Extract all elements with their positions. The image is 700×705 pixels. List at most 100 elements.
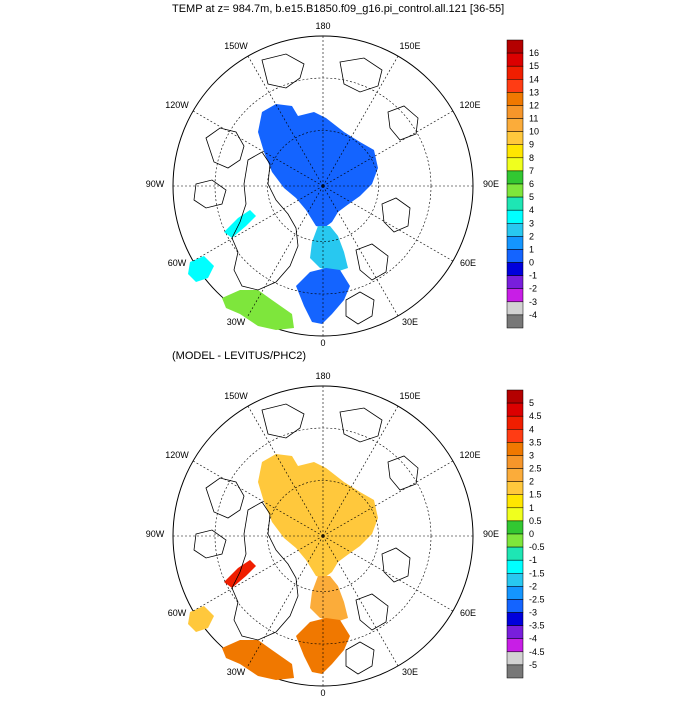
colorbar-level-label: -1 <box>529 555 537 565</box>
meridian-line-3 <box>322 110 454 187</box>
colorbar-level-label: 13 <box>529 87 539 97</box>
longitude-label: 60E <box>460 608 476 618</box>
meridian-line-9 <box>192 535 324 612</box>
colorbar-level-label: 3.5 <box>529 437 542 447</box>
meridian-line-11 <box>192 460 324 537</box>
colorbar-swatch <box>506 612 524 626</box>
coastline-6 <box>387 105 419 141</box>
colorbar-level-label: 2 <box>529 231 534 241</box>
colorbar-swatch <box>506 39 524 54</box>
colorbar-swatch <box>506 651 524 666</box>
colorbar-level-label: -4 <box>529 310 537 320</box>
longitude-label: 180 <box>315 371 330 381</box>
colorbar-level-label: 15 <box>529 61 539 71</box>
map-frame: 180 150E 120E 90E 60E 30E 0 30W 60W 90W 120W 150W <box>146 21 499 348</box>
colorbar-swatch <box>506 92 524 106</box>
colorbar-swatch <box>506 442 524 456</box>
colorbar-level-label: 0 <box>529 258 534 268</box>
colorbar-swatch <box>506 236 524 250</box>
colorbar-swatch <box>506 223 524 237</box>
colorbar-level-label: 4 <box>529 424 534 434</box>
difference-map-panel: (MODEL - LEVITUS/PHC2) 180 150E 120E 90E 60E… <box>0 350 700 700</box>
colorbar-level-label: 2 <box>529 477 534 487</box>
meridian-line-12 <box>247 405 324 537</box>
longitude-label: 120W <box>165 100 189 110</box>
colorbar-swatch <box>506 559 524 574</box>
colorbar-level-label: 0.5 <box>529 516 542 526</box>
temperature-map-panel: TEMP at z= 984.7m, b.e15.B1850.f09_g16.p… <box>0 0 700 350</box>
longitude-label: 90E <box>483 179 499 189</box>
colorbar-swatch <box>506 389 524 404</box>
colorbar-level-label: 1.5 <box>529 490 542 500</box>
colorbar-level-label: 4 <box>529 205 534 215</box>
colorbar-swatch <box>506 573 524 587</box>
coastline-8 <box>355 243 389 281</box>
colorbar-swatch <box>506 118 524 132</box>
colorbar-level-label: 11 <box>529 114 538 124</box>
colorbar-swatch <box>506 481 524 495</box>
longitude-label: 180 <box>315 21 330 31</box>
colorbar-swatch <box>506 79 524 93</box>
colorbar-swatch <box>506 507 524 522</box>
colorbar-level-label: 2.5 <box>529 464 542 474</box>
temperature-map: 180150E120E90E60E30E030W60W90W120W150W16… <box>146 21 539 348</box>
colorbar: 5 4.5 4 3.5 3 2.5 2 1.5 1 0.5 0 -0.5 -1 -1.5 -2 -2.5 -3 -… <box>506 389 545 679</box>
meridian-line-9 <box>192 185 324 262</box>
colorbar-swatch <box>506 157 524 172</box>
colorbar-swatch <box>506 625 524 639</box>
longitude-label: 150E <box>399 41 420 51</box>
longitude-label: 90W <box>146 529 165 539</box>
colorbar-swatch <box>506 209 524 224</box>
colorbar-level-label: -5 <box>529 660 537 670</box>
coastline-1 <box>231 501 299 641</box>
colorbar-swatch <box>506 468 524 482</box>
colorbar-level-label: 10 <box>529 127 539 137</box>
colorbar-swatch <box>506 494 524 509</box>
coastline-5 <box>339 57 383 93</box>
coastline-7 <box>381 197 411 233</box>
colorbar-level-label: -3 <box>529 608 537 618</box>
coastline-2 <box>205 127 245 169</box>
longitude-label: 60E <box>460 258 476 268</box>
colorbar-level-label: 5 <box>529 192 534 202</box>
meridian-line-5 <box>322 185 454 262</box>
difference-map: 180 150E 120E 90E 60E 30E 0 30W 60W 90W 120W 150W 5 4… <box>146 371 545 698</box>
region-fram-strait <box>310 576 348 622</box>
colorbar-level-label: 14 <box>529 74 539 84</box>
region-irminger-sea <box>222 640 294 680</box>
colorbar-level-label: -3 <box>529 297 537 307</box>
colorbar-swatch <box>506 65 524 80</box>
coastline-7 <box>381 547 411 583</box>
coastline-9 <box>345 641 375 675</box>
colorbar-level-label: -3.5 <box>529 621 545 631</box>
colorbar-swatch <box>506 402 524 417</box>
coastline-4 <box>261 53 305 89</box>
coastline-3 <box>193 529 227 559</box>
colorbar-level-label: 3 <box>529 450 534 460</box>
longitude-label: 30E <box>402 667 418 677</box>
meridian-line-8 <box>247 535 324 667</box>
latitude-ring-1 <box>267 130 379 242</box>
longitude-label: 120E <box>459 100 480 110</box>
region-baffin-bay <box>224 210 256 238</box>
coastline-6 <box>387 455 419 491</box>
longitude-label: 60W <box>168 258 187 268</box>
colorbar-swatch <box>506 533 524 548</box>
colorbar-level-label: 4.5 <box>529 411 542 421</box>
colorbar-level-label: 1 <box>529 503 534 513</box>
longitude-label: 90W <box>146 179 165 189</box>
colorbar-level-label: 0 <box>529 529 534 539</box>
longitude-label: 150E <box>399 391 420 401</box>
meridian-line-6 <box>322 535 399 667</box>
temperature-map-title: TEMP at z= 984.7m, b.e15.B1850.f09_g16.p… <box>172 3 505 15</box>
colorbar-level-label: 1 <box>529 244 534 254</box>
meridian-line-2 <box>322 405 399 537</box>
colorbar-swatch <box>506 301 524 316</box>
latitude-ring-1 <box>267 480 379 592</box>
colorbar-swatch <box>506 275 524 289</box>
meridian-line-5 <box>322 535 454 612</box>
longitude-label: 0 <box>320 688 325 698</box>
region-irminger-sea <box>222 290 294 330</box>
colorbar-level-label: -0.5 <box>529 542 545 552</box>
colorbar-swatch <box>506 429 524 443</box>
